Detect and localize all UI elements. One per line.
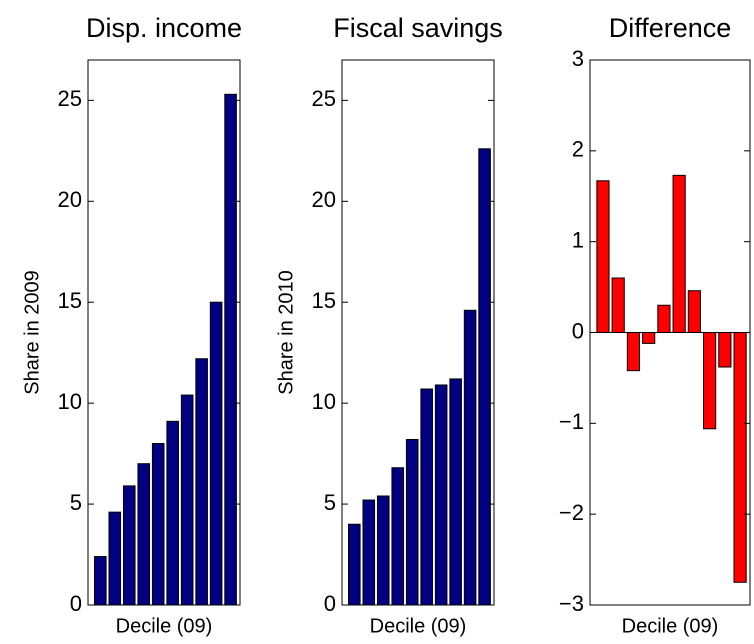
bar — [718, 332, 732, 368]
bar — [733, 332, 747, 583]
bar — [137, 463, 151, 606]
x-axis-label: Decile (09) — [116, 615, 213, 637]
chart-title: Fiscal savings — [333, 13, 503, 43]
bar — [703, 332, 717, 430]
bar — [151, 443, 165, 606]
y-tick-label: 20 — [58, 187, 82, 212]
y-tick-label: 0 — [70, 591, 82, 616]
y-tick-label: −1 — [559, 409, 584, 434]
bar — [180, 394, 194, 606]
bar — [108, 511, 122, 606]
panel: Difference Decile (09) −3 −2 −1 0 1 2 3 — [559, 13, 751, 637]
bar — [94, 556, 107, 606]
y-tick-label: 10 — [312, 389, 336, 414]
bar — [449, 378, 462, 606]
y-tick-label: 0 — [572, 318, 584, 343]
bar — [642, 332, 656, 344]
bar — [687, 290, 701, 334]
axes-box — [87, 59, 241, 606]
bar — [376, 495, 390, 606]
y-tick-label: −2 — [559, 500, 584, 525]
bar — [626, 332, 641, 372]
y-tick-label: 0 — [324, 591, 336, 616]
bar — [362, 499, 376, 606]
y-tick-label: 2 — [572, 137, 584, 162]
y-tick-label: 5 — [70, 490, 82, 515]
bar — [391, 467, 405, 606]
x-axis-label: Decile (09) — [370, 615, 467, 637]
y-tick-label: 20 — [312, 187, 336, 212]
chart-title: Difference — [609, 13, 732, 43]
panel: Disp. income Share in 2009 Decile (09) 0 5 10… — [21, 13, 242, 637]
x-axis-label: Decile (09) — [622, 615, 719, 637]
bar — [463, 309, 477, 606]
y-tick-label: 15 — [312, 288, 336, 313]
panel: Fiscal savings Share in 2010 Decile (09) 0 5… — [275, 13, 503, 637]
y-tick-label: 1 — [572, 227, 584, 252]
bar — [657, 304, 671, 333]
y-axis-label: Share in 2009 — [21, 270, 43, 395]
y-tick-label: −3 — [559, 591, 584, 616]
bar — [166, 420, 179, 606]
y-tick-label: 25 — [312, 86, 336, 111]
chart-title: Disp. income — [86, 13, 242, 43]
bar — [672, 174, 686, 333]
bar — [122, 485, 136, 606]
y-tick-label: 5 — [324, 490, 336, 515]
y-tick-label: 15 — [58, 288, 82, 313]
axes-box — [341, 59, 495, 606]
y-axis-label: Share in 2010 — [275, 270, 297, 395]
bar — [596, 180, 610, 333]
bar — [434, 384, 448, 606]
bar — [478, 148, 491, 606]
y-tick-label: 25 — [58, 86, 82, 111]
bar — [209, 301, 223, 606]
y-tick-label: 10 — [58, 389, 82, 414]
bar — [611, 277, 625, 333]
bar — [195, 358, 208, 606]
bar — [420, 388, 433, 606]
bar — [224, 93, 237, 606]
y-tick-label: 3 — [572, 46, 584, 71]
bar — [348, 523, 361, 606]
bar — [405, 438, 419, 606]
